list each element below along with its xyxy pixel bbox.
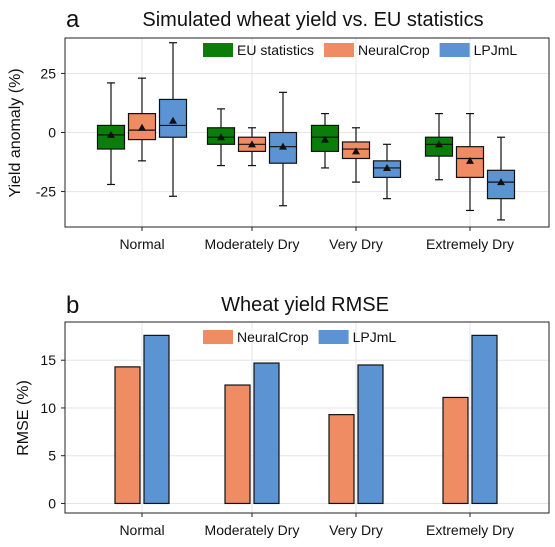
panel-a-y-axis-label: Yield anomaly (%) (7, 68, 24, 197)
y-tick-label: 10 (40, 400, 56, 416)
x-tick-label-normal: Normal (119, 522, 164, 538)
y-tick-label: 0 (48, 125, 56, 141)
panel-a-y-ticks: -25 0 25 (36, 65, 65, 200)
legend-label-lpjml: LPJmL (353, 329, 397, 345)
y-tick-label: 5 (48, 448, 56, 464)
mean-marker-neuralcrop-moderately-dry (248, 140, 256, 148)
bar-lpjml-extremely-dry (471, 334, 498, 505)
mean-marker-neuralcrop-very-dry (352, 147, 360, 155)
box-eu-statistics-very-dry (310, 124, 340, 152)
x-tick-label-very-dry: Very Dry (329, 236, 383, 252)
box-neuralcrop-extremely-dry (455, 146, 485, 178)
panel-b-y-axis-label: RMSE (%) (15, 380, 32, 456)
x-tick-label-moderately-dry: Moderately Dry (205, 236, 300, 252)
mean-marker-eu-statistics-moderately-dry (217, 133, 225, 141)
mean-marker-lpjml-moderately-dry (279, 142, 287, 150)
legend-swatch-neuralcrop (324, 43, 355, 57)
y-tick-label: 0 (48, 495, 56, 511)
x-tick-label-extremely-dry: Extremely Dry (426, 236, 514, 252)
panel-a-letter: a (66, 6, 80, 33)
y-tick-label: -25 (36, 184, 56, 200)
legend-swatch-lpjml (439, 43, 470, 57)
mean-marker-eu-statistics-extremely-dry (435, 140, 443, 148)
panel-a: a Simulated wheat yield vs. EU statistic… (7, 6, 550, 252)
bar-lpjml-moderately-dry (253, 362, 280, 505)
panel-a-boxes (96, 42, 516, 221)
panel-b-bars (114, 334, 498, 505)
panel-a-x-ticks: Normal Moderately Dry Very Dry Extremely Dr… (119, 227, 514, 252)
legend-swatch-neuralcrop (203, 330, 233, 344)
y-tick-label: 25 (40, 65, 56, 81)
bar-lpjml-normal (143, 334, 170, 505)
legend-swatch-lpjml (318, 330, 349, 344)
panel-b-letter: b (66, 292, 79, 319)
panel-b-legend: NeuralCrop LPJmL (203, 329, 396, 345)
x-tick-label-normal: Normal (119, 236, 164, 252)
mean-marker-neuralcrop-extremely-dry (466, 156, 474, 164)
x-tick-label-moderately-dry: Moderately Dry (205, 522, 300, 538)
bar-neuralcrop-extremely-dry (442, 396, 469, 505)
panel-a-legend: EU statistics NeuralCrop LPJmL (203, 42, 517, 58)
legend-label-lpjml: LPJmL (474, 42, 518, 58)
panel-b-x-ticks: Normal Moderately Dry Very Dry Extremely Dr… (119, 513, 514, 538)
x-tick-label-very-dry: Very Dry (329, 522, 383, 538)
x-tick-label-extremely-dry: Extremely Dry (426, 522, 514, 538)
panel-b: b Wheat yield RMSE 0 5 10 15 Normal Moderate… (15, 292, 550, 538)
legend-label-eu-statistics: EU statistics (237, 42, 314, 58)
legend-label-neuralcrop: NeuralCrop (358, 42, 430, 58)
panel-a-title: Simulated wheat yield vs. EU statistics (142, 9, 483, 31)
mean-marker-neuralcrop-normal (138, 123, 146, 131)
bar-neuralcrop-moderately-dry (224, 384, 251, 505)
legend-label-neuralcrop: NeuralCrop (237, 329, 309, 345)
mean-marker-eu-statistics-very-dry (321, 135, 329, 143)
panel-b-title: Wheat yield RMSE (221, 294, 389, 316)
panel-b-plot-frame (64, 321, 550, 514)
bar-lpjml-very-dry (357, 364, 384, 505)
panel-b-y-ticks: 0 5 10 15 (40, 352, 65, 511)
mean-marker-eu-statistics-normal (107, 130, 115, 138)
bar-neuralcrop-normal (114, 366, 141, 505)
mean-marker-lpjml-very-dry (383, 163, 391, 171)
mean-marker-lpjml-extremely-dry (497, 178, 505, 186)
box-lpjml-normal (158, 98, 188, 138)
y-tick-label: 15 (40, 352, 56, 368)
mean-marker-lpjml-normal (169, 116, 177, 124)
legend-swatch-eu-statistics (203, 43, 233, 57)
bar-neuralcrop-very-dry (328, 414, 355, 505)
